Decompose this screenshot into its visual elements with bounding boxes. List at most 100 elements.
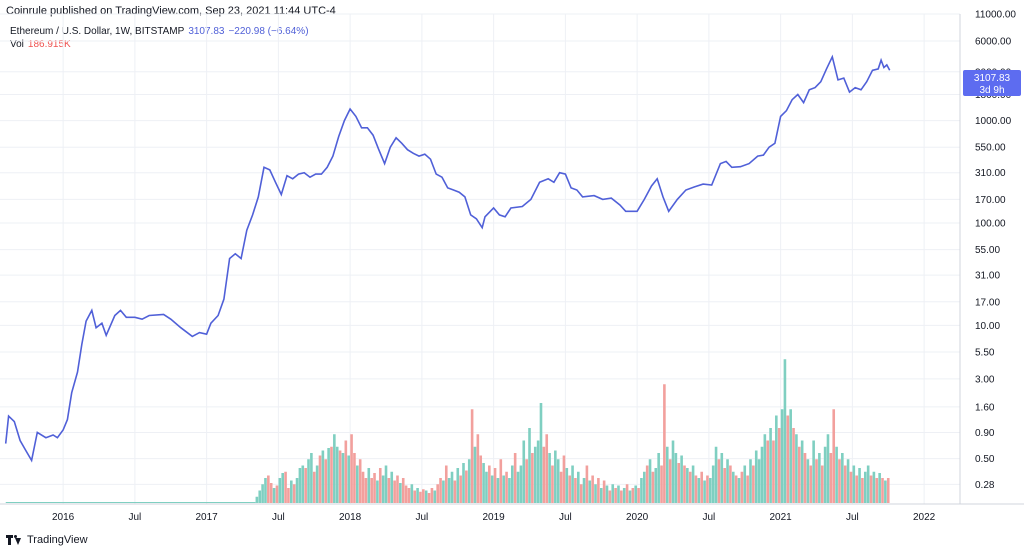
volume-bar	[536, 440, 540, 503]
volume-bar	[812, 440, 815, 503]
volume-bar	[803, 453, 807, 503]
volume-bar	[832, 409, 836, 503]
volume-bar	[726, 459, 729, 503]
volume-bar	[777, 428, 781, 503]
volume-bar	[665, 446, 669, 503]
volume-label[interactable]: Vol	[10, 39, 24, 50]
volume-bar	[272, 488, 276, 503]
x-axis[interactable]: 2016 Jul 2017 Jul 2018 Jul 2019 Jul 2020 Jul 2021 J…	[52, 512, 936, 523]
volume-bar	[473, 446, 477, 503]
volume-bar	[775, 415, 778, 503]
volume-bar	[533, 446, 537, 503]
volume-bar	[694, 475, 698, 503]
y-tick-label: 0.28	[975, 480, 995, 491]
volume-bar	[746, 475, 749, 503]
volume-bar	[852, 465, 856, 503]
tradingview-logo-icon	[6, 535, 22, 545]
volume-bar	[419, 491, 422, 503]
volume-bar	[683, 465, 686, 503]
volume-bar	[384, 465, 388, 503]
volume-bar	[886, 478, 890, 503]
x-tick-label: 2019	[483, 512, 506, 523]
volume-bar	[588, 480, 592, 503]
volume-bar	[516, 471, 520, 503]
volume-bar	[341, 453, 345, 503]
volume-bar	[356, 465, 359, 503]
volume-bar	[347, 455, 350, 503]
price-tag-value: 3107.83	[974, 73, 1011, 84]
volume-bar	[749, 459, 752, 503]
tradingview-footer[interactable]: TradingView	[6, 534, 88, 546]
volume-bar	[502, 475, 505, 503]
volume-bar	[410, 484, 414, 503]
volume-bar	[404, 485, 408, 503]
volume-bar	[691, 465, 695, 503]
volume-bar	[338, 450, 342, 503]
volume-bar	[752, 465, 755, 503]
volume-bar	[657, 453, 660, 503]
symbol-label[interactable]: Ethereum / U.S. Dollar, 1W, BITSTAMP	[10, 26, 185, 37]
x-tick-label: 2020	[626, 512, 649, 523]
volume-bar	[275, 485, 279, 503]
x-tick-label: Jul	[415, 512, 428, 523]
x-tick-label: Jul	[702, 512, 715, 523]
volume-bar	[858, 468, 861, 503]
volume-bar	[594, 484, 597, 503]
x-tick-label: Jul	[846, 512, 859, 523]
volume-bar	[574, 478, 577, 503]
volume-bar	[884, 480, 887, 503]
volume-bar	[467, 459, 471, 503]
volume-bar	[579, 484, 583, 503]
volume-bar	[729, 465, 732, 503]
volume-bar	[829, 453, 833, 503]
volume-bar	[447, 478, 451, 503]
price-tag: 3107.83 3d 9h	[963, 70, 1021, 96]
x-tick-label: Jul	[559, 512, 572, 523]
volume-bar	[677, 463, 681, 503]
volume-bar	[470, 409, 474, 503]
y-tick-label: 17.00	[975, 297, 1000, 308]
volume-bar	[754, 450, 758, 503]
volume-bar	[671, 440, 675, 503]
volume-bar	[731, 471, 735, 503]
volume-bar	[424, 490, 428, 503]
volume-bar	[344, 440, 348, 503]
volume-bar	[720, 453, 724, 503]
volume-bar	[565, 468, 569, 503]
volume-bar	[508, 478, 511, 503]
volume-bar	[387, 478, 391, 503]
volume-bar	[786, 415, 790, 503]
volume-bar	[358, 459, 362, 503]
volume-bar	[872, 471, 876, 503]
volume-bar	[548, 453, 551, 503]
volume-bar	[439, 478, 442, 503]
volume-bar	[456, 468, 460, 503]
volume-bar	[654, 468, 658, 503]
price-change: −220.98 (−6.64%)	[228, 26, 309, 37]
volume-bar	[763, 434, 767, 503]
volume-bar	[585, 465, 589, 503]
volume-bar	[315, 465, 319, 503]
volume-bar	[688, 471, 692, 503]
volume-bar	[364, 478, 368, 503]
volume-bar	[648, 459, 652, 503]
y-tick-label: 100.00	[975, 218, 1006, 229]
volume-bar	[556, 459, 560, 503]
volume-bar	[510, 465, 514, 503]
volume-bar	[539, 403, 543, 503]
volume-bar	[444, 465, 448, 503]
volume-bar	[485, 471, 488, 503]
volume-bar	[700, 471, 704, 503]
volume-bar	[545, 434, 549, 503]
volume-bar	[531, 453, 534, 503]
volume-bar	[772, 440, 775, 503]
volume-bar	[312, 471, 316, 503]
volume-bar	[622, 488, 626, 503]
volume-bar	[866, 465, 870, 503]
volume-bar	[396, 475, 399, 503]
volume-bar	[640, 478, 643, 503]
volume-bar	[843, 465, 847, 503]
volume-bar	[714, 446, 718, 503]
volume-bar	[881, 478, 884, 503]
